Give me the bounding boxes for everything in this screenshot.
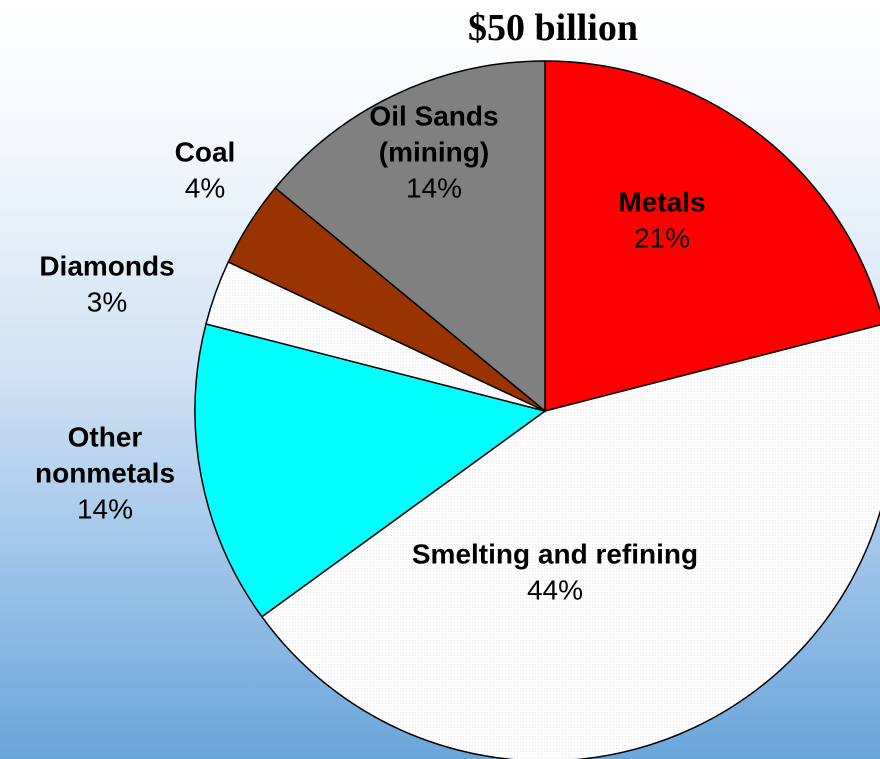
slice-percent-label: 14%: [77, 493, 133, 524]
slice-name-label: (mining): [379, 136, 489, 167]
slice-name-label: nonmetals: [35, 457, 175, 488]
pie-slices: [194, 60, 880, 759]
slice-name-label: Diamonds: [39, 250, 174, 281]
slice-name-label: Metals: [618, 186, 705, 217]
slice-name-label: Smelting and refining: [412, 538, 698, 569]
slice-percent-label: 3%: [87, 286, 127, 317]
slice-percent-label: 4%: [185, 172, 225, 203]
pie-labels: Metals 21% Smelting and refining 44% Other no…: [35, 100, 706, 605]
pie-slice-metals: [544, 60, 880, 412]
chart-title: $50 billion: [468, 7, 638, 49]
pie-slice-other-nonmetals: [194, 323, 547, 618]
pie-slice-oil-sands-mining: [274, 60, 546, 413]
slice-name-label: Oil Sands: [369, 100, 498, 131]
pie-slice-smelting-and-refining: [260, 324, 880, 759]
slice-percent-label: 14%: [406, 172, 462, 203]
slice-percent-label: 21%: [634, 222, 690, 253]
slice-percent-label: 44%: [527, 574, 583, 605]
slice-name-label: Other: [68, 421, 143, 452]
slice-name-label: Coal: [175, 136, 236, 167]
